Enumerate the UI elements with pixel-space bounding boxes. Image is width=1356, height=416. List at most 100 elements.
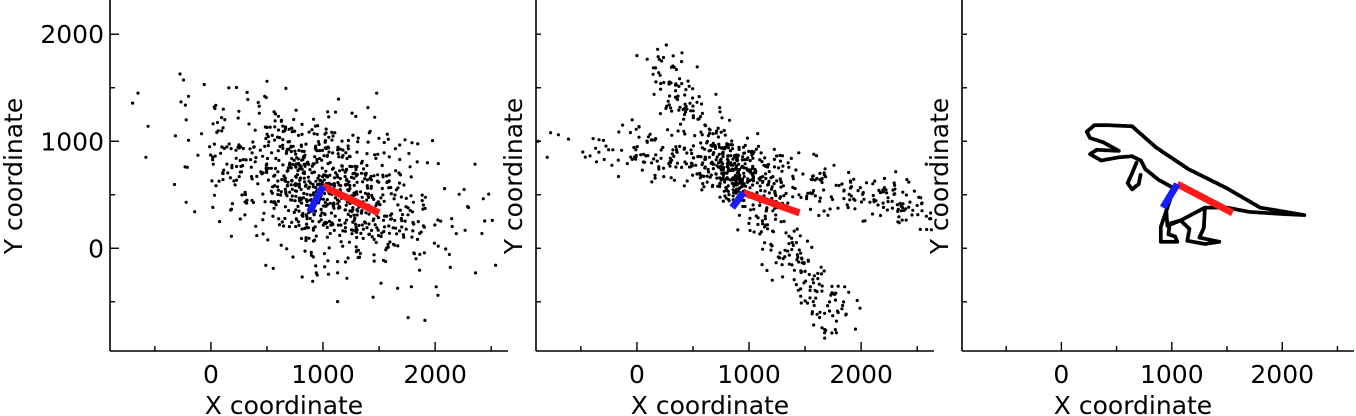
data-point xyxy=(299,236,303,241)
data-point xyxy=(343,174,347,179)
data-point xyxy=(683,110,688,114)
data-point xyxy=(282,224,286,228)
data-point xyxy=(411,229,415,233)
data-point xyxy=(832,163,836,167)
data-point xyxy=(691,104,695,108)
data-point xyxy=(842,197,846,201)
data-point xyxy=(444,247,448,251)
data-point xyxy=(306,226,310,230)
data-point xyxy=(759,151,763,155)
data-point xyxy=(294,165,298,169)
data-point xyxy=(421,203,425,207)
data-point xyxy=(773,217,778,221)
data-point xyxy=(313,238,317,242)
data-point xyxy=(349,214,353,218)
data-point xyxy=(817,213,821,218)
data-point xyxy=(709,173,713,177)
data-point xyxy=(588,154,592,158)
data-point xyxy=(755,181,759,185)
data-point xyxy=(372,174,376,178)
data-point xyxy=(682,147,686,151)
data-point xyxy=(701,182,705,186)
data-point xyxy=(234,85,239,90)
data-point xyxy=(741,204,745,209)
data-point xyxy=(659,156,663,160)
data-point xyxy=(714,172,718,176)
data-point xyxy=(781,257,785,261)
data-point xyxy=(363,220,367,224)
data-point xyxy=(346,147,350,151)
data-point xyxy=(398,208,402,212)
data-point xyxy=(763,217,768,221)
data-point xyxy=(834,319,839,323)
data-point xyxy=(808,285,813,289)
data-point xyxy=(703,165,707,169)
data-point xyxy=(186,94,191,98)
data-point xyxy=(389,217,394,221)
data-point xyxy=(376,228,380,232)
data-point xyxy=(920,209,924,213)
data-point xyxy=(708,128,712,132)
data-point xyxy=(792,229,796,233)
data-point xyxy=(718,184,722,189)
data-point xyxy=(604,144,608,148)
data-point xyxy=(928,217,932,221)
data-point xyxy=(715,176,719,180)
data-point xyxy=(837,183,841,188)
data-point xyxy=(257,111,261,115)
data-point xyxy=(755,191,759,195)
data-point xyxy=(815,312,819,316)
data-point xyxy=(650,180,654,184)
data-point xyxy=(298,199,302,203)
data-point xyxy=(404,205,408,209)
data-point xyxy=(782,219,786,223)
data-point xyxy=(653,138,657,142)
data-point xyxy=(327,181,331,185)
x-tick-label: 2000 xyxy=(829,360,893,389)
data-point xyxy=(822,209,826,213)
data-point xyxy=(326,110,330,114)
data-point xyxy=(235,164,239,169)
data-point xyxy=(309,181,313,185)
data-point xyxy=(790,263,794,267)
data-point xyxy=(763,189,767,193)
data-point xyxy=(387,186,391,190)
data-point xyxy=(336,152,340,156)
data-point xyxy=(243,213,247,217)
data-point xyxy=(280,220,284,224)
data-point xyxy=(409,175,413,179)
data-point xyxy=(311,185,315,189)
data-point xyxy=(131,101,135,105)
data-point xyxy=(700,174,704,178)
data-point xyxy=(667,103,671,107)
data-point xyxy=(403,138,407,142)
data-point xyxy=(545,155,549,159)
data-point xyxy=(349,228,354,232)
data-point xyxy=(279,190,283,194)
data-point xyxy=(810,245,814,249)
data-point xyxy=(818,196,822,200)
data-point xyxy=(662,166,666,170)
data-point xyxy=(662,80,666,85)
data-point xyxy=(294,225,298,229)
data-point xyxy=(290,157,294,161)
data-point xyxy=(379,281,383,285)
data-point xyxy=(340,139,344,143)
data-point xyxy=(699,155,703,159)
data-point xyxy=(610,163,614,167)
data-point xyxy=(716,161,721,165)
data-point xyxy=(881,201,885,205)
data-point xyxy=(439,219,443,223)
data-point xyxy=(362,167,366,171)
data-point xyxy=(310,128,314,132)
data-point xyxy=(703,155,707,159)
data-point xyxy=(656,47,660,51)
data-point xyxy=(808,288,812,292)
data-point xyxy=(703,147,707,151)
data-point xyxy=(326,162,330,166)
data-point xyxy=(751,156,755,160)
data-point xyxy=(743,184,748,188)
data-point xyxy=(767,191,772,195)
data-point xyxy=(172,182,177,187)
data-point xyxy=(693,134,697,138)
